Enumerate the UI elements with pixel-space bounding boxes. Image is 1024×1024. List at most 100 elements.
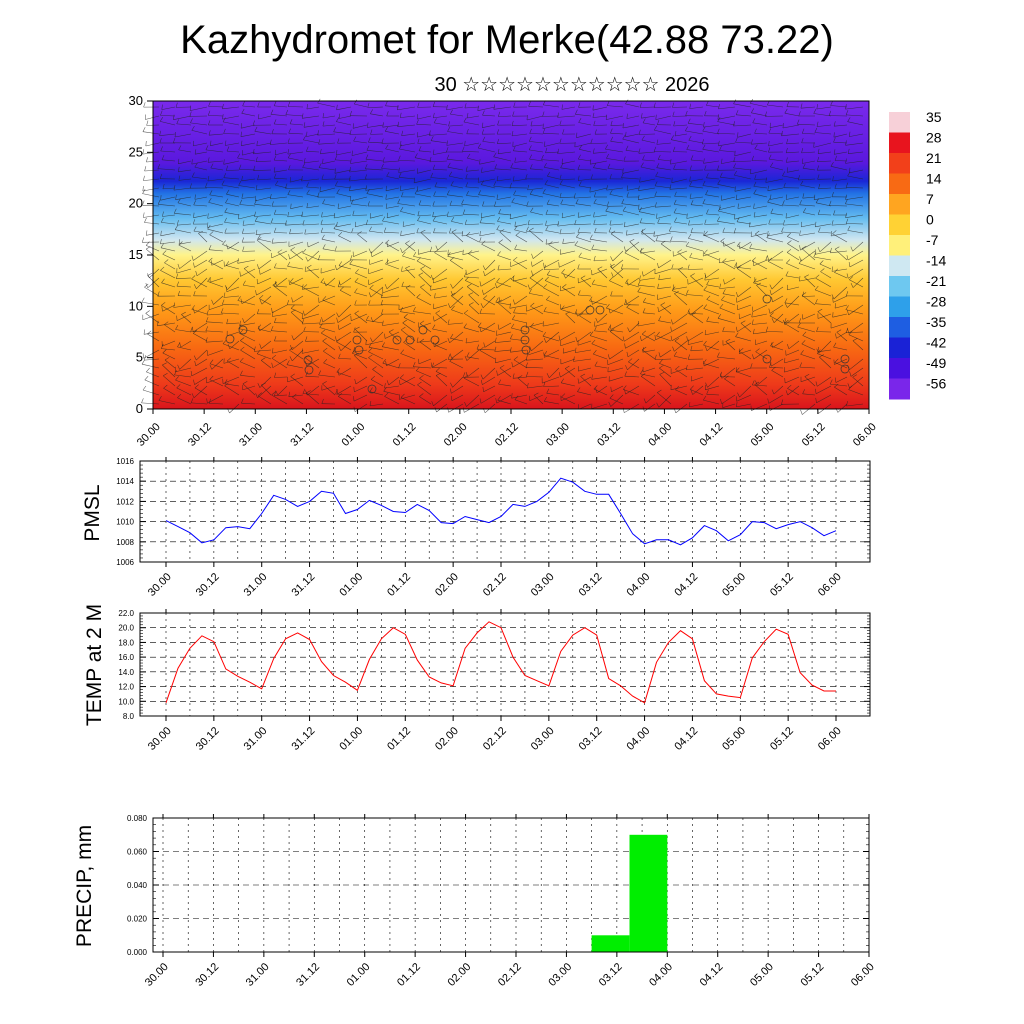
wind-barb-feather [287,261,291,267]
wind-barb-feather [589,331,594,336]
wind-barb [261,295,272,305]
wind-barb [612,250,624,262]
wind-barb-feather [463,272,467,278]
wind-barb-feather [672,284,675,290]
wind-barb-feather [400,230,402,236]
wind-barb-feather [242,228,244,234]
wind-barb [320,223,336,225]
wind-barb [690,275,704,288]
wind-barb-feather [591,279,595,285]
wind-barb-feather [706,209,709,215]
wind-barb [670,385,688,391]
wind-barb [706,284,720,288]
wind-barb-feather [430,362,433,368]
wind-barb-feather [528,145,532,151]
wind-barb-feather [336,317,339,323]
wind-barb-feather [785,147,788,153]
wind-barb [845,214,864,218]
wind-barb [431,358,448,368]
wind-barb-feather [273,227,277,233]
wind-barb [173,304,192,308]
wind-barb-feather [194,384,199,389]
wind-barb [672,290,688,297]
wind-barb [547,175,560,180]
wind-barb-feather [417,211,420,216]
wind-barb [398,177,416,180]
precip-ylabel: PRECIP, mm [73,825,96,947]
wind-barb [802,167,816,171]
wind-barb-feather [579,144,583,150]
wind-barb [751,313,768,318]
wind-barb-feather [405,240,410,244]
wind-barb [734,187,752,192]
wind-barb [773,313,784,323]
xtick-label: 04.00 [624,725,652,753]
wind-barb-feather [816,349,821,354]
wind-barb-feather [479,327,482,332]
wind-barb [830,166,848,171]
wind-barb [400,115,416,118]
wind-barb [817,349,832,353]
wind-barb [223,177,240,180]
heatmap-xtick-label: 05.12 [800,421,828,449]
wind-barb-feather [385,360,387,366]
wind-barb [162,364,176,378]
wind-barb-feather [494,346,497,352]
wind-barb [447,256,464,261]
wind-barb-feather [368,248,372,254]
heatmap-xtick-label: 05.00 [749,421,777,449]
wind-barb [464,106,480,109]
wind-barb-feather [530,207,534,213]
wind-barb-feather [338,232,343,236]
wind-barb [754,133,768,135]
wind-barb [578,214,592,218]
wind-barb-feather [754,128,757,134]
wind-barb [157,322,176,327]
wind-barb [289,123,304,126]
wind-barb [787,385,800,396]
wind-barb [719,286,736,289]
wind-barb [225,142,240,146]
wind-barb [543,385,560,387]
wind-barb-feather [704,275,706,281]
wind-barb [785,275,800,279]
colorbar-label: 14 [926,171,942,187]
wind-barb-feather [817,308,823,312]
wind-barb [675,403,688,414]
wind-barb [783,223,800,226]
wind-barb-feather [303,284,308,288]
wind-barb-feather [849,276,854,280]
wind-barb [241,124,256,129]
wind-barb-feather [752,118,756,123]
wind-barb [354,292,368,297]
wind-barb-feather [205,326,209,332]
wind-barb-feather [479,159,481,165]
wind-barb-feather [573,356,575,362]
wind-barb [447,131,464,135]
wind-barb-feather [687,118,691,124]
wind-barb-feather [689,181,692,187]
wind-barb-feather [642,347,644,353]
wind-barb-feather [637,320,639,327]
wind-barb [433,394,448,407]
wind-barb [274,376,288,378]
wind-barb-feather [446,211,449,217]
precip-bar [629,834,668,953]
wind-barb [254,214,272,217]
wind-barb [468,294,480,306]
wind-barb [306,106,320,110]
wind-barb-feather [496,370,498,376]
wind-barb-feather [479,346,484,351]
wind-barb-feather [447,126,451,132]
wind-barb-feather [654,334,656,340]
wind-barb [339,115,352,119]
wind-barb-feather [737,392,740,398]
wind-barb [784,376,800,384]
wind-barb [463,327,480,333]
wind-barb-feather [705,382,708,388]
wind-barb-feather [302,319,304,325]
wind-barb [261,384,272,396]
wind-barb [210,363,224,369]
wind-barb-feather [162,211,164,217]
